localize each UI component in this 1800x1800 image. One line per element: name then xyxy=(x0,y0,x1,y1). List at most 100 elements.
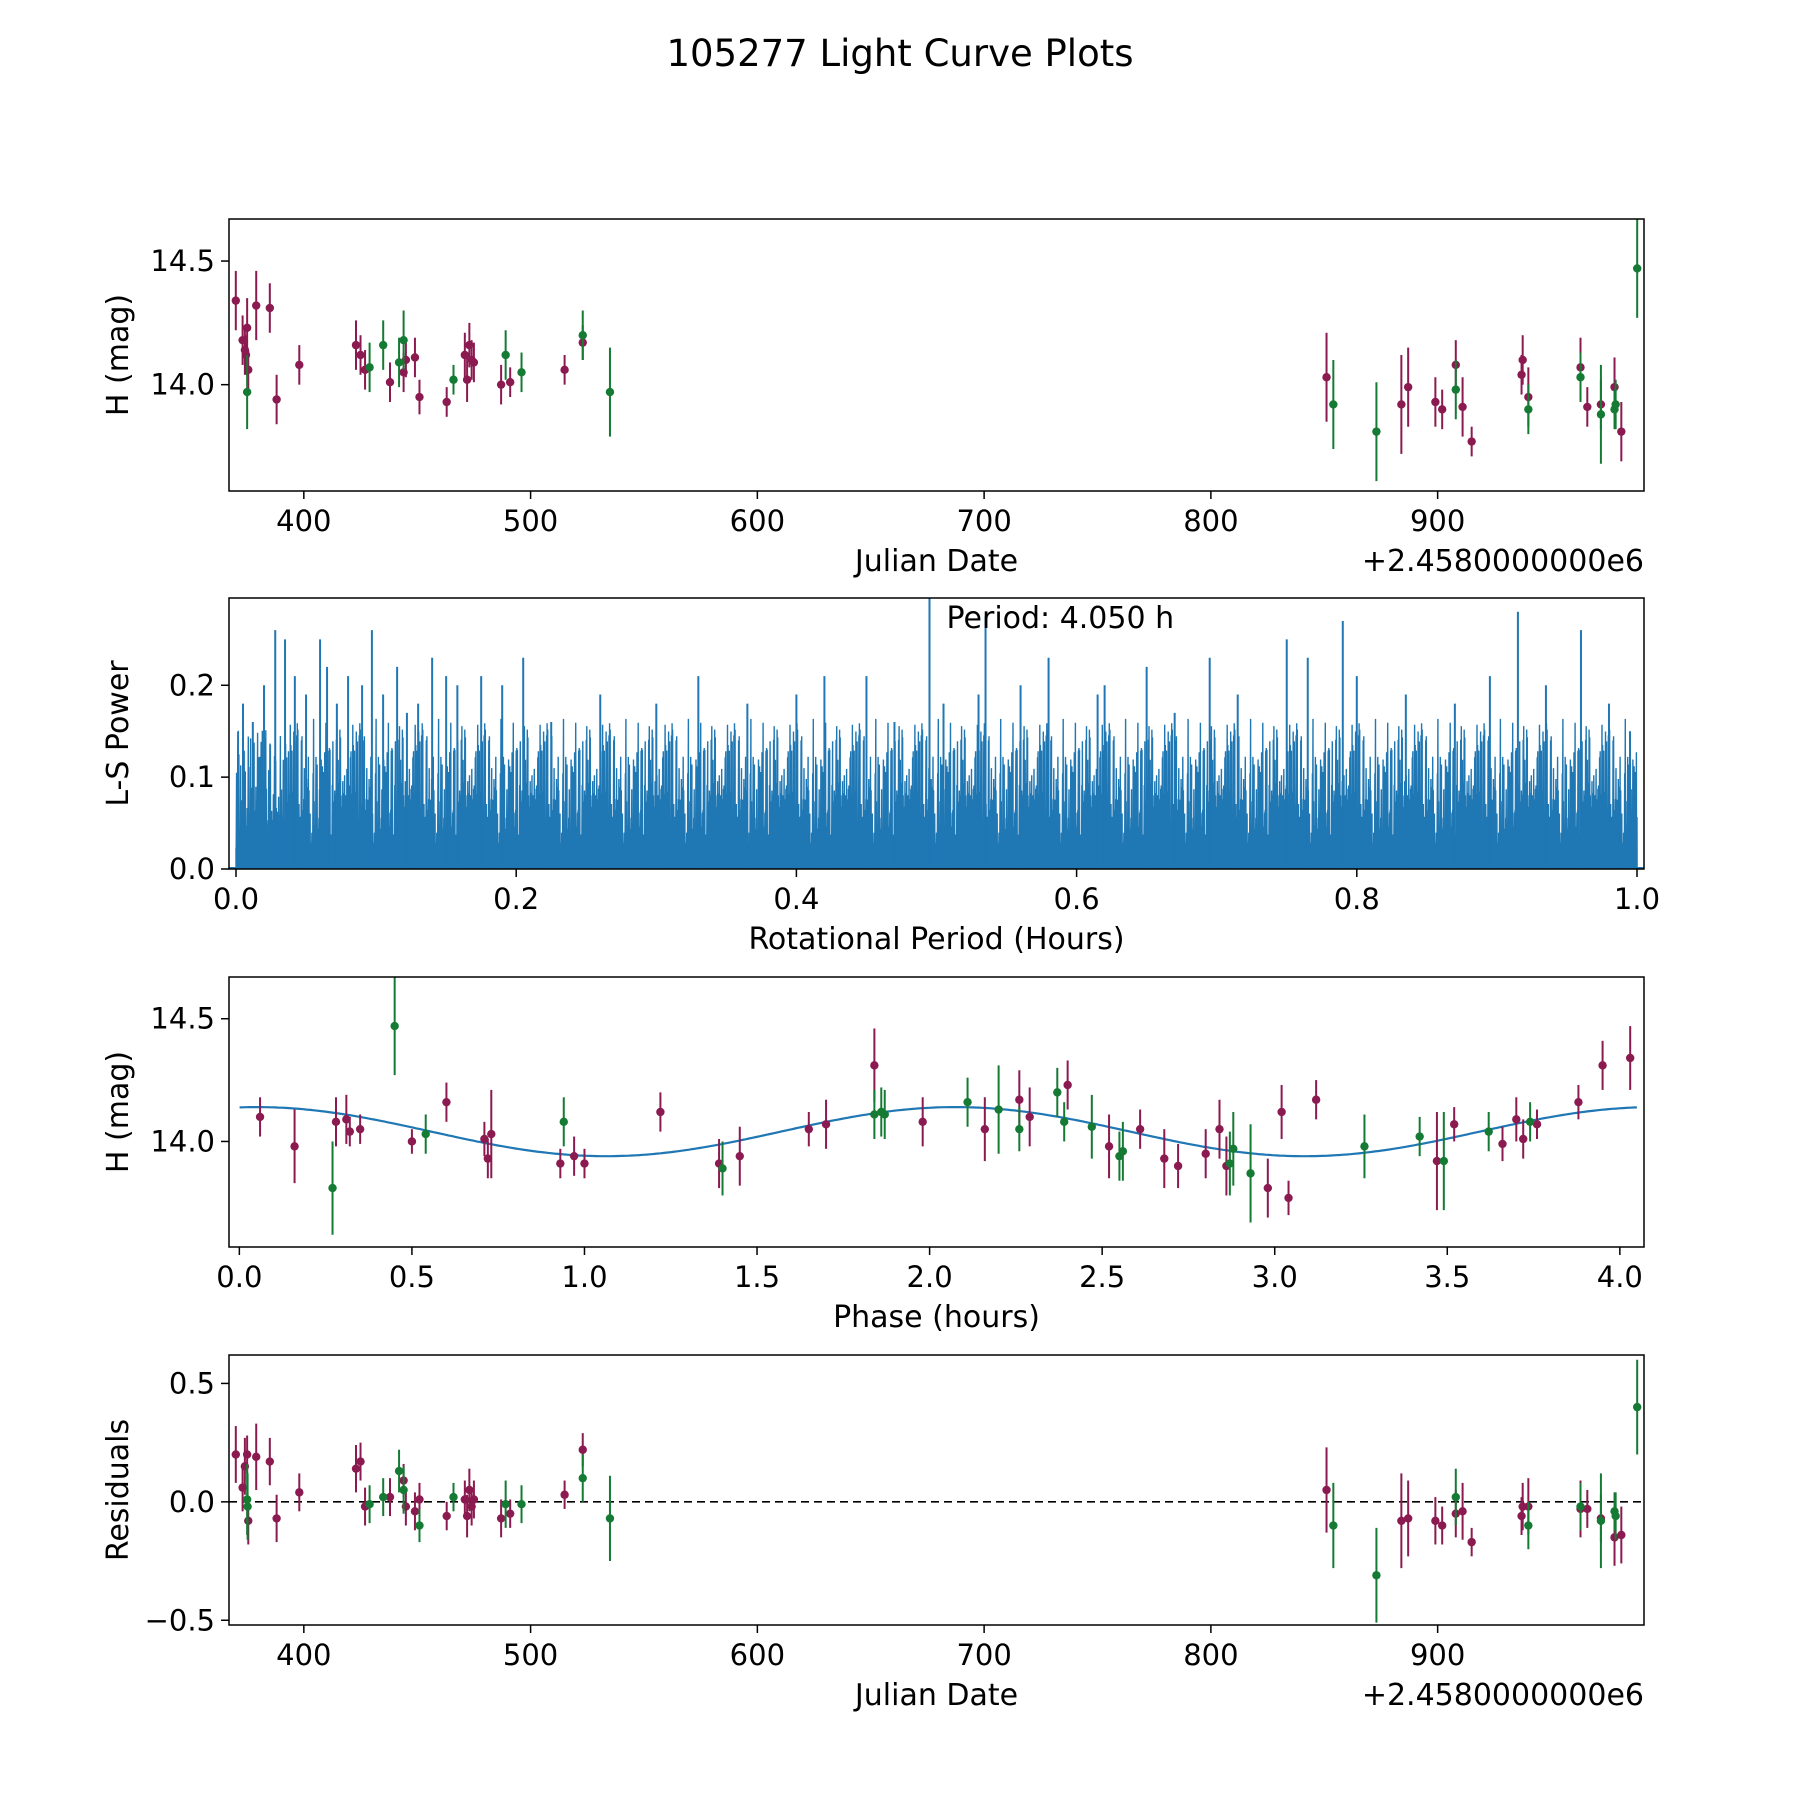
x-tick-label: 500 xyxy=(503,504,558,538)
data-point xyxy=(569,1151,579,1161)
data-point xyxy=(1451,385,1460,394)
data-point xyxy=(1372,1571,1381,1580)
data-point xyxy=(351,1464,361,1473)
data-point xyxy=(252,301,261,310)
data-point xyxy=(580,1159,589,1168)
data-point xyxy=(1583,402,1592,412)
data-point xyxy=(365,1500,374,1509)
data-point xyxy=(1329,1521,1338,1530)
data-point xyxy=(442,397,451,407)
data-point xyxy=(351,340,361,350)
plot-area xyxy=(239,977,1637,1235)
data-point xyxy=(918,1117,927,1127)
data-point xyxy=(718,1164,727,1173)
x-tick-label: 700 xyxy=(956,504,1011,538)
data-point xyxy=(331,1117,341,1127)
data-point xyxy=(385,1492,395,1502)
data-point xyxy=(1087,1122,1097,1131)
x-tick-label: 0.5 xyxy=(389,1260,435,1294)
x-tick-label: 0.2 xyxy=(493,882,539,916)
data-point xyxy=(1498,1139,1507,1149)
data-point xyxy=(1512,1115,1521,1124)
data-point xyxy=(342,1115,351,1124)
data-point xyxy=(272,1514,281,1523)
x-tick-label: 1.5 xyxy=(734,1260,780,1294)
data-point xyxy=(399,1485,408,1495)
data-point xyxy=(605,1514,615,1523)
data-point xyxy=(255,1112,265,1122)
data-point xyxy=(1215,1124,1224,1134)
data-point xyxy=(1617,427,1626,436)
x-tick-label: 3.0 xyxy=(1252,1260,1298,1294)
data-point xyxy=(415,1521,424,1530)
data-point xyxy=(407,1137,417,1146)
plot-area xyxy=(229,1359,1644,1623)
data-point xyxy=(462,375,472,384)
x-tick-label: 800 xyxy=(1183,504,1238,538)
data-point xyxy=(870,1110,879,1119)
data-point xyxy=(1025,1112,1034,1122)
x-tick-label: 600 xyxy=(730,1638,785,1672)
x-tick-label: 1.0 xyxy=(561,1260,607,1294)
data-point xyxy=(1135,1124,1145,1134)
data-point xyxy=(1449,1120,1459,1129)
data-point xyxy=(578,331,587,340)
data-point xyxy=(328,1183,337,1193)
x-tick-label: 0.0 xyxy=(213,882,259,916)
y-axis-label: Residuals xyxy=(101,1419,136,1561)
data-point xyxy=(415,1495,424,1504)
x-offset-label: +2.4580000000e6 xyxy=(1362,544,1644,579)
x-axis-label: Julian Date xyxy=(853,544,1018,579)
data-point xyxy=(356,1457,365,1466)
data-point xyxy=(1263,1183,1273,1193)
data-point xyxy=(1229,1144,1238,1154)
data-point xyxy=(1598,1061,1607,1070)
data-point xyxy=(242,323,252,332)
data-point xyxy=(1329,400,1338,409)
data-point xyxy=(578,1473,587,1483)
data-point xyxy=(870,1061,879,1070)
data-point xyxy=(496,380,506,389)
data-point xyxy=(410,353,420,362)
data-point xyxy=(505,1509,515,1518)
data-point xyxy=(1632,1402,1642,1412)
data-point xyxy=(1059,1117,1069,1127)
data-point xyxy=(605,387,615,397)
data-point xyxy=(1372,427,1381,436)
data-point xyxy=(442,1511,451,1521)
data-point xyxy=(556,1159,565,1168)
data-point xyxy=(365,363,374,372)
light-curve-panel: 400 500 600 700 800 900 14.0 14.5 Julian Date H (… xyxy=(101,218,1645,579)
plot-area xyxy=(231,219,1642,482)
data-point xyxy=(1225,1159,1235,1168)
data-point xyxy=(1063,1080,1072,1090)
y-tick-label: 0.0 xyxy=(169,852,215,886)
x-tick-label: 0.6 xyxy=(1054,882,1100,916)
data-point xyxy=(735,1151,744,1161)
y-tick-label: 0.2 xyxy=(169,668,215,702)
data-point xyxy=(821,1120,831,1129)
data-point xyxy=(880,1110,889,1119)
data-point xyxy=(394,358,404,367)
data-point xyxy=(1311,1095,1321,1104)
x-tick-label: 700 xyxy=(956,1638,1011,1672)
data-point xyxy=(1517,1511,1526,1521)
data-point xyxy=(1015,1124,1024,1134)
figure-title: 105277 Light Curve Plots xyxy=(666,32,1133,75)
residuals-panel: 400 500 600 700 800 900 −0.5 0.0 0.5 Julian Date R… xyxy=(101,1354,1645,1713)
data-point xyxy=(1403,1514,1413,1523)
data-point xyxy=(1104,1142,1114,1151)
data-point xyxy=(1451,1492,1460,1502)
data-point xyxy=(1053,1088,1062,1097)
data-point xyxy=(1322,373,1331,382)
data-point xyxy=(394,1466,404,1476)
x-tick-label: 3.5 xyxy=(1424,1260,1470,1294)
data-point xyxy=(244,365,253,375)
data-point xyxy=(1284,1193,1293,1203)
data-point xyxy=(1118,1147,1128,1156)
data-point xyxy=(272,395,281,404)
data-point xyxy=(1360,1142,1369,1151)
data-point xyxy=(560,1490,569,1499)
x-offset-label: +2.4580000000e6 xyxy=(1362,1678,1644,1713)
data-point xyxy=(295,360,304,370)
